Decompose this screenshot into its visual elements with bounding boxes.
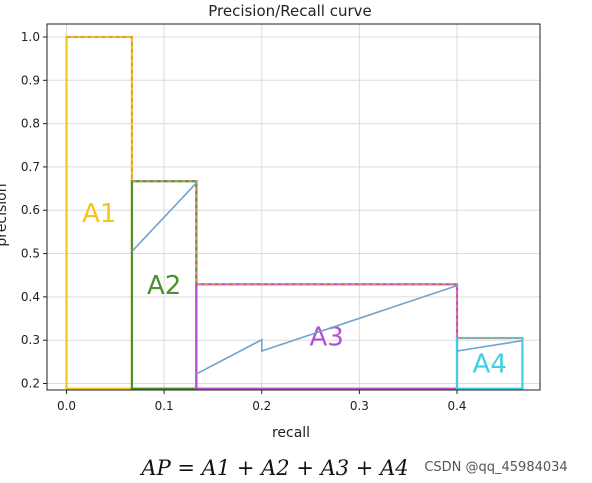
x-tick-label: 0.0 xyxy=(57,399,76,413)
region-a2-label: A2 xyxy=(147,271,181,301)
area-regions: A1 A2 A3 A4 xyxy=(65,35,524,390)
csdn-watermark: CSDN @qq_45984034 xyxy=(424,460,567,475)
x-axis-label: recall xyxy=(272,425,310,441)
y-tick-label: 0.2 xyxy=(21,377,40,391)
y-tick-label: 0.6 xyxy=(21,203,40,217)
y-tick-label: 0.9 xyxy=(21,73,40,87)
pr-curve-segment xyxy=(195,284,458,375)
pr-curve-segment xyxy=(456,339,523,352)
interpolated-envelope xyxy=(66,36,523,339)
grid xyxy=(47,24,540,390)
chart-title: Precision/Recall curve xyxy=(208,2,372,20)
x-tick-label: 0.1 xyxy=(155,399,174,413)
y-tick-label: 0.7 xyxy=(21,160,40,174)
pr-series xyxy=(131,182,523,375)
ap-formula: AP = A1 + A2 + A3 + A4 xyxy=(139,456,408,480)
plot-frame xyxy=(46,23,541,391)
x-tick-label: 0.3 xyxy=(350,399,369,413)
region-a4-label: A4 xyxy=(473,349,507,379)
y-tick-label: 1.0 xyxy=(21,30,40,44)
y-tick-label: 0.3 xyxy=(21,333,40,347)
region-a1-label: A1 xyxy=(82,199,116,229)
y-tick-label: 0.5 xyxy=(21,247,40,261)
y-ticks: 0.2 0.3 0.4 0.5 0.6 0.7 0.8 0.9 1.0 xyxy=(21,30,47,391)
envelope-line xyxy=(66,36,523,339)
y-axis-label: precision xyxy=(0,183,10,246)
x-tick-label: 0.2 xyxy=(252,399,271,413)
y-tick-label: 0.4 xyxy=(21,290,40,304)
x-ticks: 0.0 0.1 0.2 0.3 0.4 xyxy=(57,390,467,413)
y-tick-label: 0.8 xyxy=(21,117,40,131)
pr-curve-segment xyxy=(131,182,197,252)
x-tick-label: 0.4 xyxy=(447,399,466,413)
region-a3-label: A3 xyxy=(310,323,344,353)
